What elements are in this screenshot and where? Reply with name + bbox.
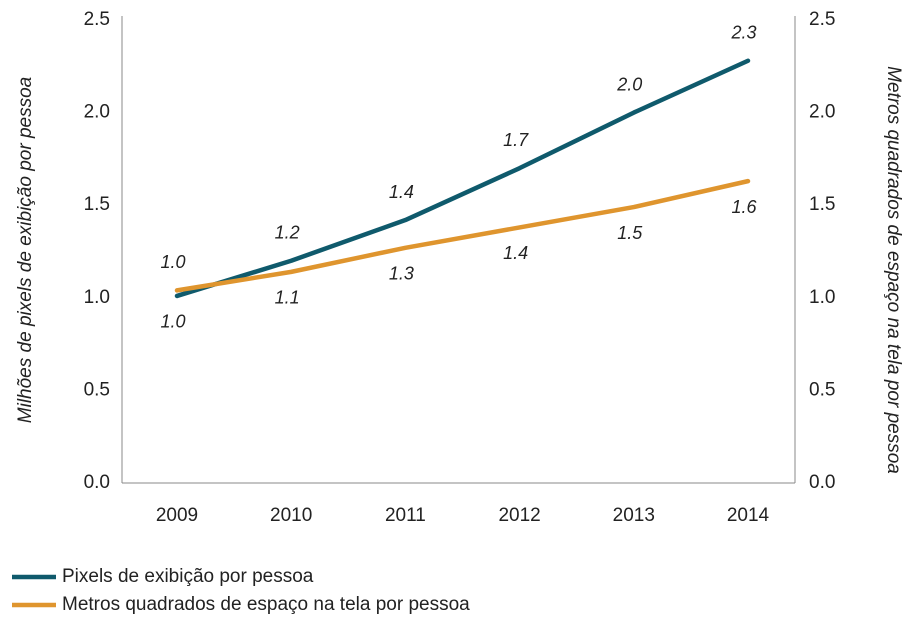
- y-tick-label: 1.5: [84, 194, 110, 215]
- x-tick-label: 2013: [613, 505, 655, 526]
- data-label: 1.6: [731, 197, 757, 217]
- y-tick-label: 2.0: [84, 102, 110, 123]
- y2-tick-label: 1.0: [809, 287, 835, 308]
- y2-tick-label: 0.0: [809, 472, 835, 493]
- data-label: 1.1: [275, 288, 300, 308]
- legend-label: Metros quadrados de espaço na tela por p…: [62, 594, 470, 615]
- y2-tick-label: 2.0: [809, 102, 835, 123]
- series-line: [174, 178, 751, 293]
- x-tick-label: 2014: [727, 505, 770, 526]
- x-tick-label: 2009: [156, 505, 198, 526]
- y-tick-label: 2.5: [84, 9, 110, 30]
- data-label: 1.3: [389, 264, 414, 284]
- y-tick-label: 0.5: [84, 379, 110, 400]
- legend-label: Pixels de exibição por pessoa: [62, 566, 314, 587]
- series-line: [174, 58, 751, 299]
- data-label: 1.7: [503, 130, 529, 150]
- data-label: 1.0: [160, 312, 185, 332]
- data-label: 1.5: [617, 223, 643, 243]
- y2-tick-label: 2.5: [809, 9, 835, 30]
- x-tick-label: 2010: [270, 505, 312, 526]
- data-label: 1.2: [275, 223, 300, 243]
- x-tick-label: 2011: [385, 505, 426, 526]
- data-label: 1.0: [160, 252, 185, 272]
- x-tick-label: 2012: [498, 505, 540, 526]
- data-label: 1.4: [389, 182, 414, 202]
- data-label: 2.3: [730, 22, 756, 42]
- y2-tick-label: 0.5: [809, 379, 835, 400]
- y-tick-label: 0.0: [84, 472, 110, 493]
- data-label: 2.0: [616, 74, 642, 94]
- y-tick-label: 1.0: [84, 287, 110, 308]
- y2-tick-label: 1.5: [809, 194, 835, 215]
- y-axis-title: Milhões de pixels de exibição por pessoa: [15, 77, 36, 423]
- y2-axis-title: Metros quadrados de espaço na tela por p…: [883, 66, 904, 474]
- data-label: 1.4: [503, 243, 528, 263]
